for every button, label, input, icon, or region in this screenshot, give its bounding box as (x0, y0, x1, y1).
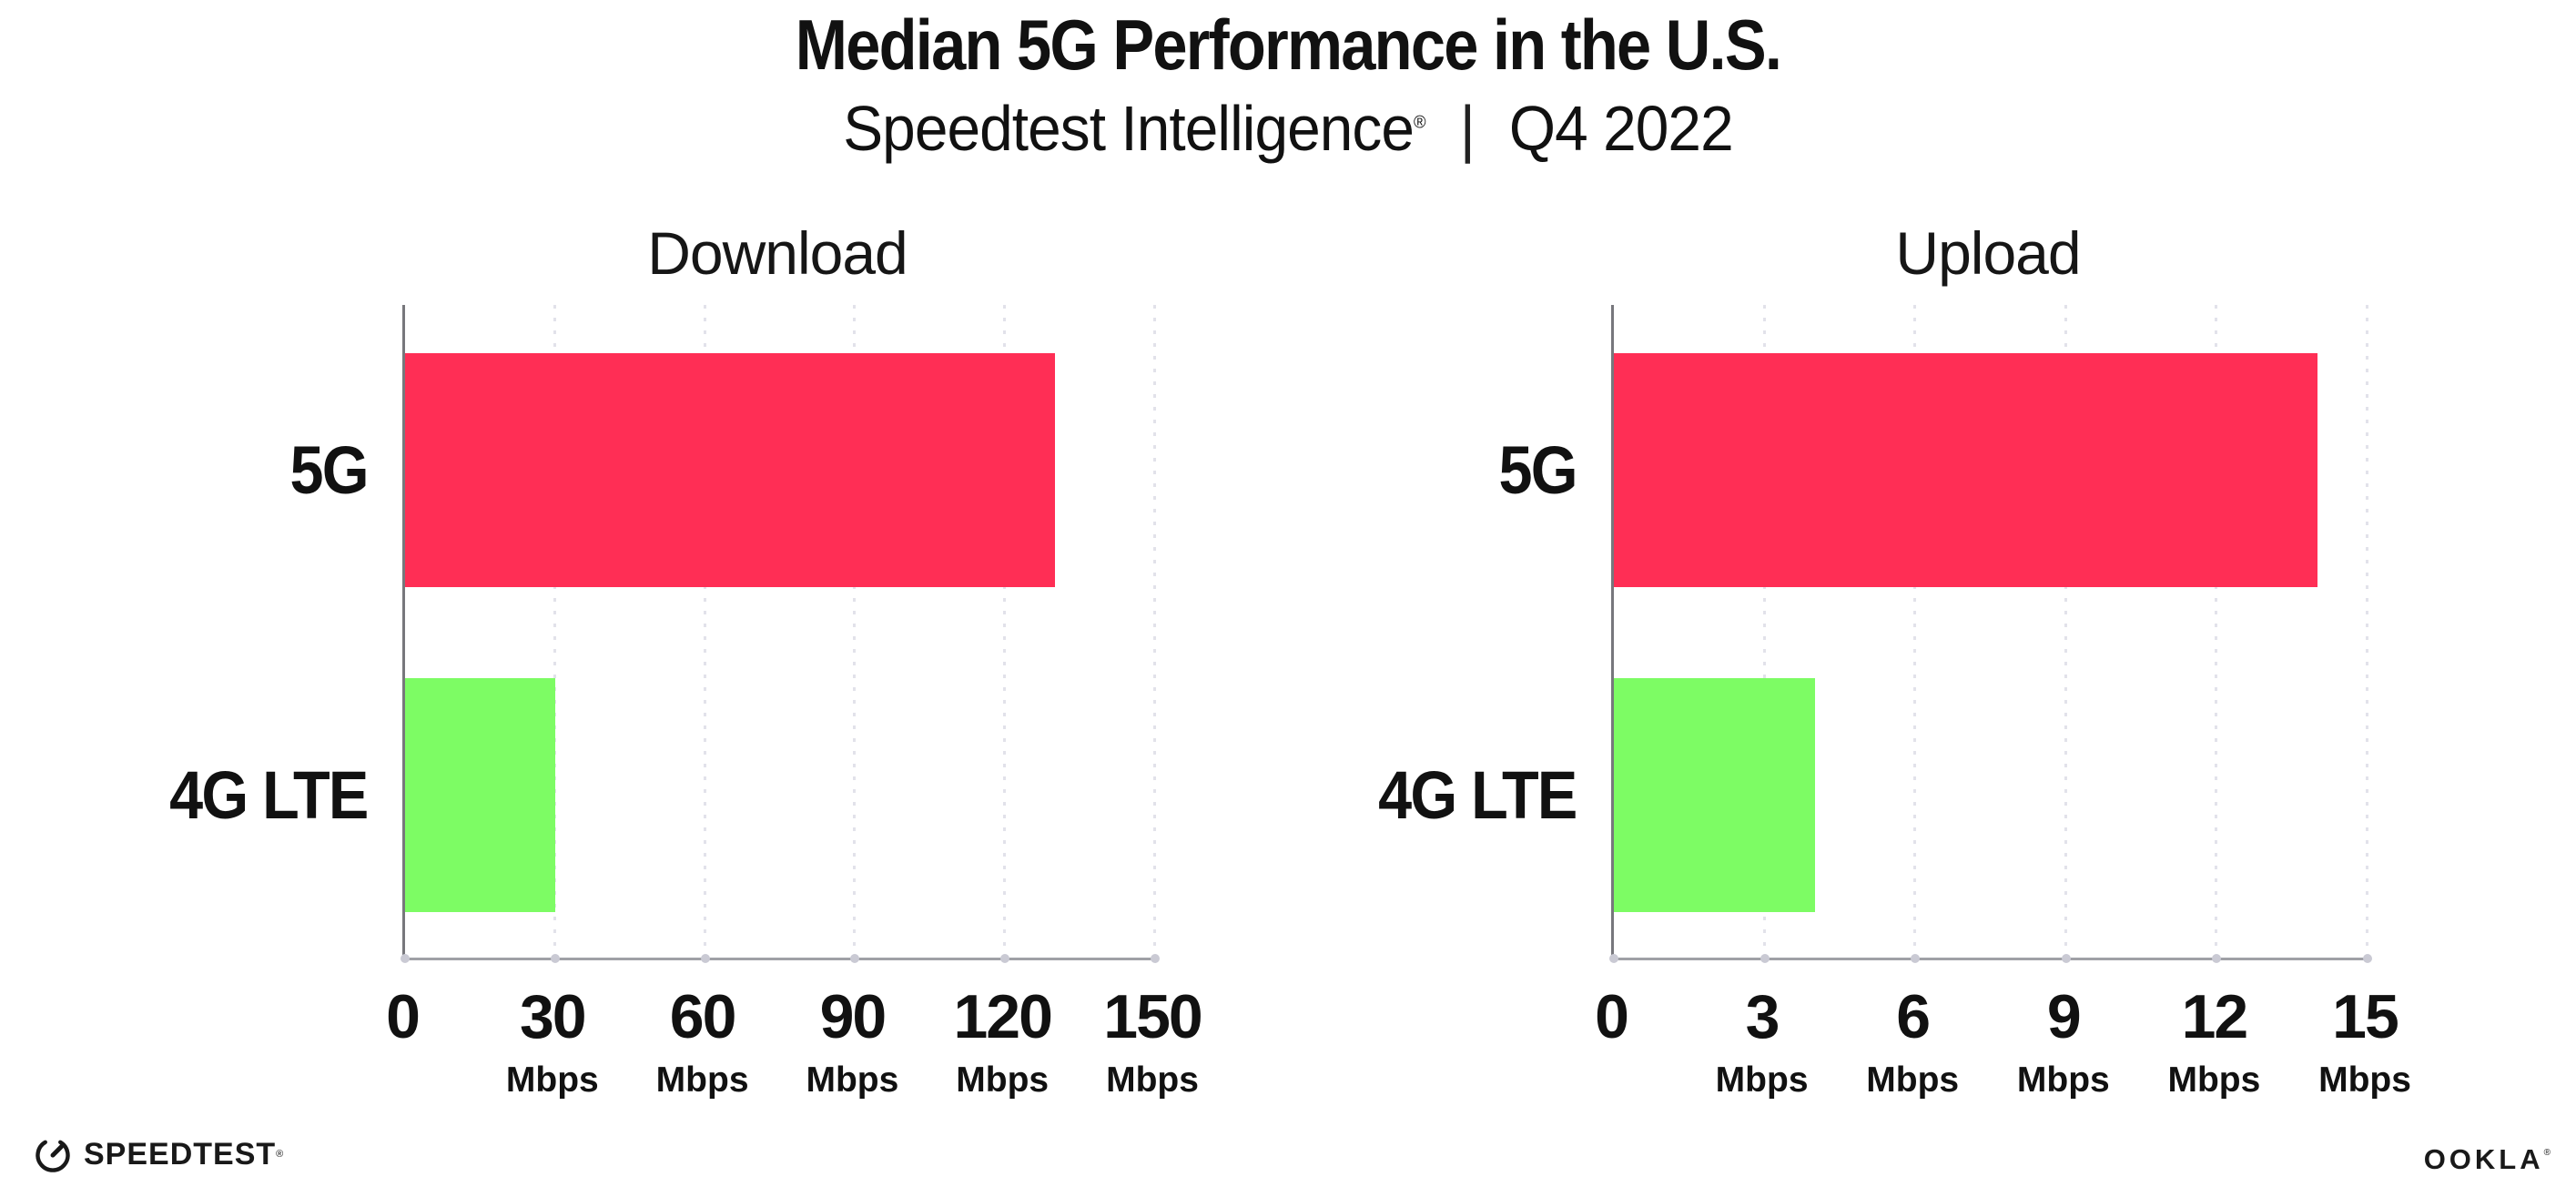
gridline-9 (2064, 305, 2067, 958)
tick-value: 60 (669, 982, 737, 1051)
gridline-3 (1762, 305, 1766, 958)
bar-4g-lte (1614, 678, 1815, 912)
tick-value: 90 (819, 982, 887, 1051)
x-axis-tick-labels: 0 30 Mbps 60 Mbps 90 Mbps 120 Mbps 150 Mbps (386, 982, 1203, 1104)
axis-tick-dot-90 (850, 954, 860, 963)
tick-unit: Mbps (655, 1060, 749, 1100)
axis-tick-dot-120 (1000, 954, 1010, 963)
category-label-4g-lte: 4G LTE (1378, 757, 1578, 833)
page-subtitle: Speedtest Intelligence® | Q4 2022 (77, 92, 2499, 165)
gridline-6 (1913, 305, 1917, 958)
x-tick-label-6: 6 Mbps (1866, 986, 1959, 1098)
axis-tick-dot-6 (1911, 954, 1921, 963)
x-tick-label-0: 0 (1595, 982, 1629, 1051)
axis-tick-dot-150 (1151, 954, 1160, 963)
ookla-registered-mark: ® (2543, 1148, 2551, 1158)
tick-value: 6 (1896, 982, 1931, 1051)
x-tick-label-120: 120 Mbps (953, 982, 1052, 1100)
x-tick-label-150: 150 Mbps (1103, 982, 1202, 1100)
tick-value: 0 (1595, 982, 1629, 1051)
axis-tick-dot-3 (1760, 954, 1770, 963)
gridline-60 (703, 305, 706, 958)
x-tick-label-12: 12 Mbps (2167, 986, 2260, 1098)
x-axis-line (402, 958, 1157, 960)
axis-tick-dot-60 (700, 954, 710, 963)
bar-5g (1614, 353, 2317, 587)
speedtest-registered-mark: ® (276, 1149, 284, 1160)
tick-value: 0 (386, 982, 421, 1051)
subtitle-brand: Speedtest Intelligence (843, 93, 1415, 164)
axis-tick-dot-9 (2061, 954, 2071, 963)
gridline-30 (553, 305, 556, 958)
chart-title: Upload (1895, 219, 2081, 287)
tick-unit: Mbps (2318, 1060, 2411, 1100)
category-label-5g: 5G (289, 432, 370, 508)
upload-chart: Upload 5G 4G LTE 0 3 Mbps 6 Mbps 9 Mbps 12 Mbps 1… (1379, 218, 2411, 1129)
x-tick-label-9: 9 Mbps (2017, 986, 2110, 1098)
speedtest-logo: SPEEDTEST ® (33, 1134, 283, 1174)
download-chart: Download 5G 4G LTE 0 30 Mbps 60 Mbps 90 Mbps 12… (170, 218, 1203, 1129)
gridline-120 (1003, 305, 1007, 958)
tick-value: 3 (1745, 982, 1780, 1051)
gridline-12 (2215, 305, 2218, 958)
tick-value: 150 (1103, 982, 1202, 1051)
category-label-5g: 5G (1498, 432, 1578, 508)
tick-unit: Mbps (1715, 1060, 1809, 1100)
tick-unit: Mbps (2016, 1060, 2110, 1100)
tick-unit: Mbps (505, 1060, 599, 1100)
bar-4g-lte (405, 678, 555, 912)
tick-unit: Mbps (806, 1060, 899, 1100)
bar-5g (405, 353, 1056, 587)
x-tick-label-15: 15 Mbps (2318, 986, 2411, 1098)
plot-area (1609, 305, 2372, 963)
axis-tick-dot-0 (1609, 954, 1618, 963)
x-axis-line (1611, 958, 2369, 960)
category-label-4g-lte: 4G LTE (169, 757, 370, 833)
x-tick-label-3: 3 Mbps (1716, 986, 1809, 1098)
tick-value: 30 (519, 982, 587, 1051)
x-tick-label-60: 60 Mbps (656, 986, 749, 1098)
tick-unit: Mbps (2167, 1060, 2261, 1100)
registered-trademark-mark: ® (1414, 112, 1426, 133)
gridline-15 (2366, 305, 2368, 958)
x-tick-label-0: 0 (386, 982, 421, 1051)
tick-value: 9 (2046, 982, 2082, 1051)
subtitle-period: Q4 2022 (1508, 93, 1734, 164)
page-title: Median 5G Performance in the U.S. (795, 5, 1782, 85)
x-tick-label-30: 30 Mbps (506, 986, 599, 1098)
subtitle-divider: | (1459, 93, 1476, 164)
ookla-logo: OOKLA® (2424, 1143, 2551, 1176)
header: Median 5G Performance in the U.S. Speedt… (0, 0, 2576, 165)
x-axis-tick-labels: 0 3 Mbps 6 Mbps 9 Mbps 12 Mbps 15 Mbps (1595, 986, 2411, 1104)
tick-value: 120 (953, 982, 1052, 1051)
speedometer-gauge-icon (35, 1140, 70, 1172)
gridline-90 (853, 305, 857, 958)
tick-unit: Mbps (1106, 1060, 1199, 1100)
tick-value: 15 (2332, 982, 2399, 1051)
axis-tick-dot-30 (550, 954, 560, 963)
tick-value: 12 (2181, 982, 2249, 1051)
x-tick-label-90: 90 Mbps (806, 986, 898, 1098)
speedtest-wordmark: SPEEDTEST (84, 1136, 277, 1172)
tick-unit: Mbps (1866, 1060, 1960, 1100)
gridline-150 (1153, 305, 1156, 958)
axis-tick-dot-15 (2363, 954, 2372, 963)
axis-tick-dot-0 (401, 954, 410, 963)
axis-tick-dot-12 (2212, 954, 2222, 963)
plot-area (401, 305, 1160, 963)
tick-unit: Mbps (956, 1060, 1050, 1100)
chart-title: Download (647, 219, 908, 287)
ookla-wordmark: OOKLA (2423, 1143, 2544, 1175)
